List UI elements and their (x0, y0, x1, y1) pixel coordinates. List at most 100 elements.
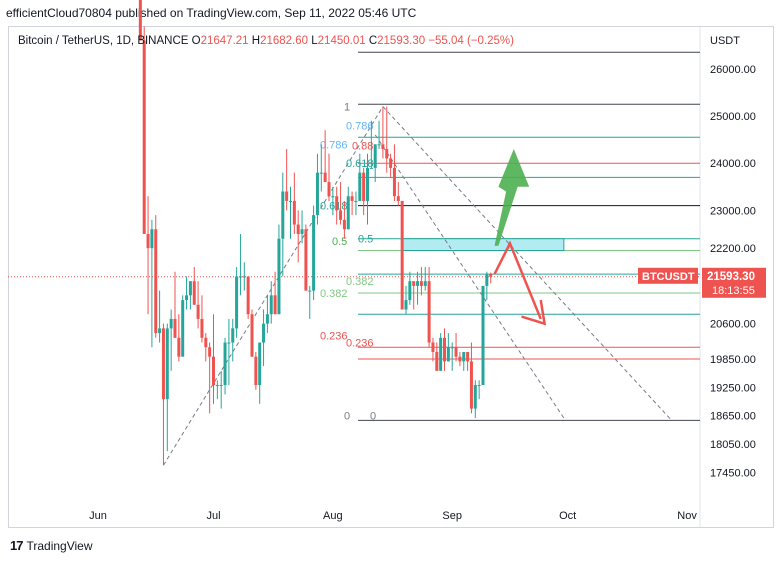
legend-close-value: 21593.30 (377, 35, 426, 47)
candle-body-up (219, 385, 223, 387)
candle-body-up (416, 281, 420, 286)
y-tick-label: 19250.00 (710, 382, 756, 394)
candle-body-down (250, 314, 254, 357)
symbol-tag: BTCUSDT (642, 271, 695, 283)
candle-body-down (285, 191, 289, 201)
fib-label-left: 0.5 (332, 236, 347, 248)
candle-body-down (196, 304, 200, 319)
fib-label-left: 0.786 (320, 139, 348, 151)
fib-label-left: 0.618 (320, 201, 348, 213)
legend-high-value: 21682.60 (260, 35, 309, 47)
candle-body-down (385, 149, 389, 159)
y-tick-label: 24000.00 (710, 158, 756, 170)
legend-high-label: H (251, 35, 261, 47)
candle-body-up (439, 337, 443, 371)
fib-label-right: 0.786 (346, 120, 374, 132)
candle-body-down (458, 356, 462, 362)
candle-body-down (400, 200, 404, 310)
x-tick-label: Jul (206, 510, 220, 522)
candle-body-up (231, 328, 235, 343)
publisher-header: efficientCloud70804 published on Trading… (6, 6, 417, 20)
candle-body-down (350, 196, 354, 201)
fib-label-left: 0.236 (320, 330, 348, 342)
candle-body-up (377, 144, 381, 146)
resistance-zone (401, 238, 565, 252)
footer-brand-text: TradingView (26, 538, 93, 553)
candle-body-down (138, 0, 142, 41)
candle-body-up (358, 172, 362, 201)
candle-body-up (262, 323, 266, 343)
candle-body-up (408, 281, 412, 301)
y-tick-label: 26000.00 (710, 64, 756, 76)
y-tick-label: 18050.00 (710, 439, 756, 451)
y-tick-label: 25000.00 (710, 111, 756, 123)
candle-body-down (339, 210, 343, 220)
legend-change: −55.04 (−0.25%) (428, 35, 514, 47)
last-price-value: 21593.30 (707, 271, 755, 283)
candle-body-down (489, 274, 493, 277)
candle-body-up (450, 347, 454, 349)
candle-body-down (296, 224, 300, 234)
candle-body-up (373, 144, 377, 168)
candle-body-down (177, 337, 181, 357)
candle-body-down (204, 337, 208, 348)
candle-body-down (200, 318, 204, 338)
bearish-arrow-icon (521, 299, 547, 326)
candle-body-up (269, 295, 273, 315)
x-tick-label: Sep (442, 510, 462, 522)
candle-body-up (319, 172, 323, 174)
fib-label-left: 0 (344, 411, 350, 423)
tradingview-logo-icon: 17 (10, 538, 24, 553)
candle-body-up (185, 295, 189, 301)
candle-body-down (146, 233, 150, 249)
candle-body-up (300, 229, 304, 234)
y-tick-label: 22200.00 (710, 243, 756, 255)
candle-body-up (235, 276, 239, 329)
price-axis-currency: USDT (710, 35, 740, 47)
candle-body-up (446, 347, 450, 362)
candle-body-down (154, 229, 158, 334)
candle-body-up (404, 300, 408, 310)
candle-body-up (150, 229, 154, 249)
candle-body-down (304, 229, 308, 291)
trend-line-down-2 (374, 134, 565, 419)
candle-body-up (258, 342, 262, 386)
candle-body-up (165, 328, 169, 400)
candle-body-down (419, 281, 423, 286)
x-tick-label: Aug (323, 510, 343, 522)
legend-low-label: L (311, 35, 318, 47)
candle-body-down (454, 347, 458, 357)
candle-body-up (223, 342, 227, 386)
candle-body-up (215, 385, 219, 387)
candle-body-down (431, 342, 435, 352)
y-tick-label: 23000.00 (710, 205, 756, 217)
candle-body-up (315, 172, 319, 216)
candle-body-down (173, 318, 177, 338)
candle-body-down (443, 337, 446, 362)
legend-symbol[interactable]: Bitcoin / TetherUS, 1D, BINANCE (18, 35, 189, 47)
x-tick-label: Nov (677, 510, 697, 522)
candle-body-down (292, 200, 296, 225)
bar-countdown: 18:13:55 (712, 285, 755, 297)
legend-open-label: O (191, 35, 201, 47)
bullish-arrow-icon (494, 149, 530, 246)
y-tick-label: 18650.00 (710, 411, 756, 423)
y-tick-label: 20600.00 (710, 319, 756, 331)
fib-label-right: 0.88 (352, 140, 373, 152)
y-tick-label: 17450.00 (710, 467, 756, 479)
candle-body-up (227, 342, 231, 344)
bearish-path (493, 240, 542, 320)
candle-body-down (246, 276, 250, 315)
candle-body-down (342, 219, 346, 230)
y-tick-label: 19850.00 (710, 354, 756, 366)
candle-body-down (335, 196, 339, 211)
candle-body-up (238, 276, 242, 278)
candle-body-up (462, 351, 466, 362)
candle-body-up (331, 196, 335, 198)
x-tick-label: Jun (89, 510, 107, 522)
fib-label-left: 1 (344, 102, 350, 114)
trend-line-up (163, 106, 384, 466)
candle-body-down (381, 144, 385, 150)
candle-body-down (362, 172, 366, 201)
